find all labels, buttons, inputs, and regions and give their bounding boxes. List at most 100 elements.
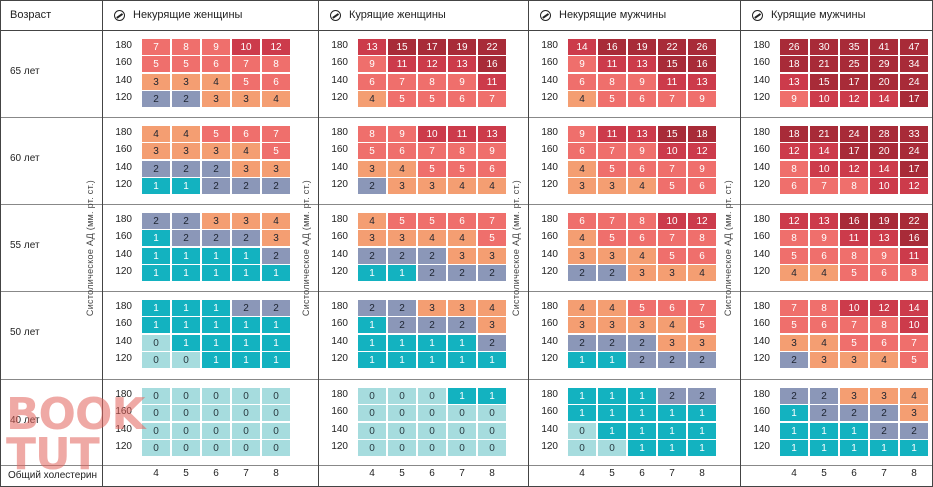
risk-cell: 1 [900, 440, 928, 456]
sbp-tick-label: 160 [753, 318, 770, 329]
risk-cell: 5 [262, 143, 290, 159]
risk-cell: 11 [478, 74, 506, 90]
sbp-tick-label: 160 [753, 406, 770, 417]
risk-cell: 3 [172, 74, 200, 90]
risk-cell: 0 [568, 423, 596, 439]
risk-cell: 11 [840, 230, 868, 246]
risk-cell: 11 [598, 56, 626, 72]
risk-cell: 4 [598, 300, 626, 316]
sbp-tick-label: 140 [115, 336, 132, 347]
sbp-tick-label: 140 [541, 75, 558, 86]
risk-cell: 3 [418, 178, 446, 194]
risk-cell: 5 [418, 213, 446, 229]
group-header: Курящие мужчины [752, 0, 866, 30]
risk-cell: 2 [568, 335, 596, 351]
risk-cell: 1 [780, 440, 808, 456]
risk-cell: 0 [202, 423, 230, 439]
risk-cell: 5 [598, 161, 626, 177]
risk-cell: 19 [870, 213, 898, 229]
risk-cell: 1 [840, 440, 868, 456]
risk-cell: 1 [202, 265, 230, 281]
risk-cell: 1 [262, 265, 290, 281]
risk-cell: 5 [358, 143, 386, 159]
risk-cell: 4 [628, 248, 656, 264]
sbp-tick-label: 120 [115, 179, 132, 190]
risk-cell: 3 [448, 300, 476, 316]
risk-cell: 10 [658, 213, 686, 229]
risk-cell: 7 [598, 143, 626, 159]
sbp-tick-label: 160 [541, 231, 558, 242]
risk-cell: 18 [688, 126, 716, 142]
risk-cell: 9 [568, 126, 596, 142]
risk-cell: 6 [568, 74, 596, 90]
risk-cell: 2 [448, 265, 476, 281]
risk-cell: 13 [478, 126, 506, 142]
cholesterol-tick-label: 4 [153, 468, 159, 479]
risk-cell: 3 [840, 352, 868, 368]
risk-cell: 2 [232, 300, 260, 316]
risk-cell: 2 [870, 405, 898, 421]
risk-cell: 2 [598, 265, 626, 281]
cholesterol-tick-label: 7 [881, 468, 887, 479]
risk-cell: 5 [840, 335, 868, 351]
risk-cell: 6 [388, 143, 416, 159]
risk-cell: 19 [448, 39, 476, 55]
risk-cell: 1 [142, 300, 170, 316]
risk-cell: 3 [202, 143, 230, 159]
risk-cell: 9 [628, 74, 656, 90]
risk-cell: 1 [358, 265, 386, 281]
sbp-tick-label: 120 [331, 266, 348, 277]
risk-cell: 0 [232, 388, 260, 404]
risk-cell: 12 [780, 213, 808, 229]
risk-cell: 2 [172, 230, 200, 246]
risk-cell: 1 [658, 405, 686, 421]
risk-cell: 6 [448, 213, 476, 229]
risk-cell: 12 [688, 213, 716, 229]
risk-cell: 9 [810, 230, 838, 246]
sbp-axis-label: Систолическое АД (мм. рт. ст.) [301, 179, 311, 317]
risk-cell: 8 [900, 265, 928, 281]
sbp-tick-label: 120 [753, 179, 770, 190]
risk-cell: 11 [900, 248, 928, 264]
risk-cell: 22 [900, 213, 928, 229]
risk-cell: 7 [418, 143, 446, 159]
sbp-tick-label: 140 [331, 75, 348, 86]
risk-cell: 1 [628, 388, 656, 404]
risk-cell: 11 [448, 126, 476, 142]
risk-cell: 26 [688, 39, 716, 55]
risk-cell: 8 [688, 230, 716, 246]
risk-cell: 20 [870, 143, 898, 159]
risk-cell: 17 [900, 91, 928, 107]
risk-cell: 1 [388, 265, 416, 281]
cholesterol-tick-label: 4 [369, 468, 375, 479]
risk-cell: 10 [840, 300, 868, 316]
risk-cell: 3 [142, 143, 170, 159]
risk-cell: 3 [358, 230, 386, 246]
sbp-tick-label: 120 [541, 92, 558, 103]
risk-cell: 1 [628, 405, 656, 421]
risk-cell: 14 [900, 300, 928, 316]
risk-cell: 2 [358, 248, 386, 264]
risk-cell: 4 [628, 178, 656, 194]
risk-cell: 15 [658, 126, 686, 142]
sbp-tick-label: 120 [331, 441, 348, 452]
band-separator [0, 379, 933, 380]
risk-cell: 3 [598, 317, 626, 333]
sbp-tick-label: 180 [331, 389, 348, 400]
no-smoking-icon [114, 9, 125, 21]
risk-cell: 5 [780, 317, 808, 333]
group-title: Курящие женщины [349, 9, 446, 21]
sbp-tick-label: 140 [541, 424, 558, 435]
risk-cell: 5 [388, 91, 416, 107]
cholesterol-tick-label: 6 [851, 468, 857, 479]
risk-cell: 7 [478, 91, 506, 107]
risk-cell: 2 [478, 335, 506, 351]
risk-cell: 8 [780, 230, 808, 246]
risk-cell: 1 [478, 388, 506, 404]
sbp-tick-label: 160 [753, 144, 770, 155]
risk-cell: 1 [172, 300, 200, 316]
age-column-header: Возраст [10, 9, 52, 21]
risk-cell: 6 [780, 178, 808, 194]
risk-cell: 3 [358, 161, 386, 177]
sbp-tick-label: 160 [331, 144, 348, 155]
